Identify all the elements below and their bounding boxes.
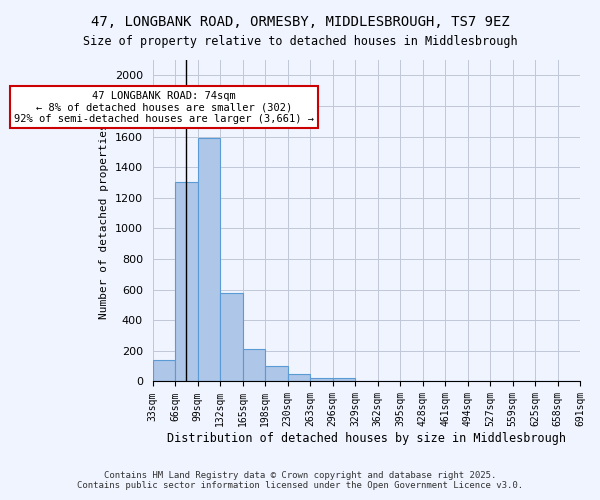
Text: 47, LONGBANK ROAD, ORMESBY, MIDDLESBROUGH, TS7 9EZ: 47, LONGBANK ROAD, ORMESBY, MIDDLESBROUG… [91,15,509,29]
Bar [153,360,175,382]
Bar [332,378,355,382]
Text: 47 LONGBANK ROAD: 74sqm
← 8% of detached houses are smaller (302)
92% of semi-de: 47 LONGBANK ROAD: 74sqm ← 8% of detached… [14,90,314,124]
Bar [220,292,243,382]
Text: Contains HM Land Registry data © Crown copyright and database right 2025.
Contai: Contains HM Land Registry data © Crown c… [77,470,523,490]
X-axis label: Distribution of detached houses by size in Middlesbrough: Distribution of detached houses by size … [167,432,566,445]
Bar [310,378,332,382]
Bar [287,374,310,382]
Bar [265,366,287,382]
Text: Size of property relative to detached houses in Middlesbrough: Size of property relative to detached ho… [83,35,517,48]
Bar [243,348,265,382]
Bar [198,138,220,382]
Y-axis label: Number of detached properties: Number of detached properties [100,123,109,318]
Bar [175,182,198,382]
